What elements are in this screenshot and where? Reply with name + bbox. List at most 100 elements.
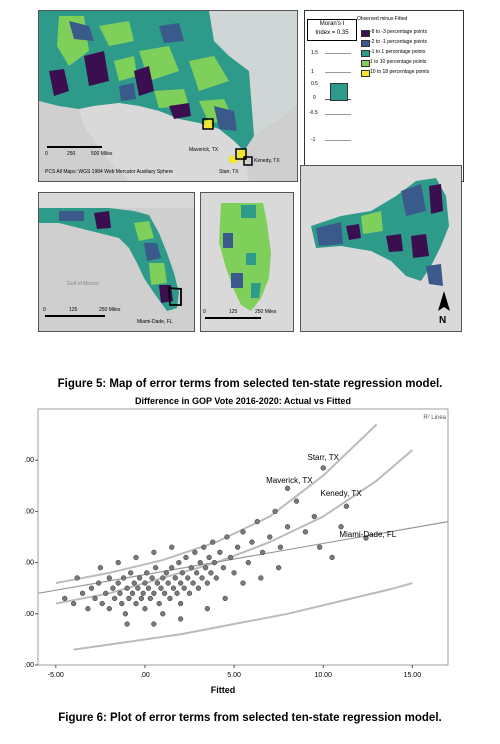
data-point bbox=[165, 580, 171, 586]
data-point bbox=[145, 585, 152, 591]
moran-tick-3: 0 bbox=[313, 95, 316, 101]
data-point bbox=[147, 595, 153, 602]
x-tick-label: 15.00 bbox=[404, 672, 422, 679]
data-point bbox=[163, 570, 169, 576]
data-point bbox=[161, 590, 168, 596]
data-point bbox=[110, 585, 116, 591]
legend-panel: Moran's I Index = 0.35 Observed minus Fi… bbox=[304, 10, 464, 182]
data-point bbox=[210, 539, 216, 545]
y-tick-label: .00 bbox=[24, 560, 34, 567]
moran-tick-1: 1 bbox=[311, 69, 314, 75]
data-point bbox=[71, 600, 77, 607]
data-point bbox=[235, 544, 241, 550]
data-point bbox=[167, 595, 173, 602]
data-point bbox=[115, 559, 121, 566]
moran-tick-5: -1 bbox=[311, 137, 316, 143]
data-point bbox=[135, 585, 141, 591]
county-label-kenedy: Kenedy, TX bbox=[254, 158, 280, 164]
data-point bbox=[126, 595, 132, 602]
highlight-point bbox=[343, 503, 350, 509]
main-scale-label-2: 500 Miles bbox=[91, 151, 113, 157]
annotation-label: Starr, TX bbox=[308, 453, 340, 462]
data-point bbox=[115, 580, 121, 586]
moran-index: Index = 0.35 bbox=[315, 30, 349, 36]
gulf-label: Gulf of Mexico bbox=[67, 281, 99, 287]
lower-confidence-curve bbox=[73, 582, 413, 651]
data-point bbox=[254, 518, 260, 525]
county-label-maverick: Maverick, TX bbox=[189, 147, 219, 153]
y-tick-label: .00 bbox=[24, 662, 34, 669]
data-point bbox=[151, 621, 157, 627]
data-point bbox=[317, 544, 323, 550]
data-point bbox=[160, 611, 166, 617]
data-point bbox=[138, 595, 145, 602]
data-point bbox=[151, 590, 157, 596]
data-point bbox=[131, 580, 137, 586]
legend-swatch-2 bbox=[361, 50, 370, 57]
data-point bbox=[129, 590, 136, 596]
moran-tick-2: 0.5 bbox=[311, 81, 318, 87]
data-point bbox=[311, 513, 317, 520]
main-scale-label-1: 250 bbox=[67, 151, 76, 157]
data-point bbox=[240, 529, 246, 535]
data-point bbox=[276, 565, 282, 571]
data-point bbox=[192, 549, 198, 556]
annotation-label: Miami-Dade, FL bbox=[339, 530, 396, 539]
data-point bbox=[112, 595, 118, 602]
florida-scale-bar bbox=[45, 315, 105, 317]
data-point bbox=[179, 570, 186, 576]
highlight-point bbox=[363, 535, 369, 541]
legend-swatch-1 bbox=[361, 40, 370, 47]
illinois-scale-bar bbox=[205, 317, 261, 319]
scatter-plot: Difference in GOP Vote 2016-2020: Actual… bbox=[24, 396, 449, 695]
florida-scale-0: 0 bbox=[43, 307, 46, 313]
data-point bbox=[186, 590, 193, 596]
data-point bbox=[329, 554, 335, 561]
data-point bbox=[277, 544, 284, 550]
data-point bbox=[199, 575, 205, 581]
x-tick-label: .00 bbox=[140, 672, 150, 679]
moran-tick-0: 1.5 bbox=[311, 50, 318, 56]
data-point bbox=[142, 606, 148, 612]
data-point bbox=[183, 554, 189, 561]
illinois-map: 0 125 250 Miles bbox=[200, 192, 294, 332]
data-point bbox=[128, 570, 134, 576]
upper-confidence-curve bbox=[55, 423, 378, 585]
x-tick-label: -5.00 bbox=[48, 672, 64, 679]
data-point bbox=[338, 524, 344, 530]
annotation-label: Maverick, TX bbox=[266, 476, 313, 485]
y-tick-label: .00 bbox=[24, 508, 34, 515]
data-point bbox=[202, 565, 209, 571]
legend-text: R² Linea bbox=[423, 415, 446, 421]
legend-swatch-4 bbox=[361, 70, 370, 77]
data-point bbox=[97, 565, 104, 571]
data-point bbox=[117, 590, 123, 596]
data-point bbox=[133, 554, 139, 561]
data-point bbox=[119, 600, 125, 607]
north-arrow-letter: N bbox=[439, 315, 446, 325]
data-point bbox=[158, 585, 164, 591]
moran-title: Moran's I bbox=[319, 21, 345, 27]
newyork-map-svg bbox=[301, 166, 461, 331]
data-point bbox=[272, 508, 278, 515]
data-point bbox=[190, 580, 196, 586]
chart-title: Difference in GOP Vote 2016-2020: Actual… bbox=[135, 396, 351, 406]
legend-label-1: -2 to -1 percentage points bbox=[370, 39, 427, 45]
data-point bbox=[208, 570, 214, 576]
annotation-label: Kenedy, TX bbox=[321, 489, 363, 498]
data-point bbox=[217, 549, 223, 556]
data-point bbox=[204, 580, 210, 586]
data-point bbox=[149, 575, 155, 581]
data-point bbox=[172, 575, 178, 581]
data-point bbox=[92, 595, 98, 602]
data-point bbox=[151, 549, 157, 556]
legend-swatch-0 bbox=[361, 30, 370, 37]
florida-scale-1: 125 bbox=[69, 307, 78, 313]
data-point bbox=[231, 570, 237, 576]
county-label-starr: Starr, TX bbox=[219, 169, 239, 175]
x-tick-label: 5.00 bbox=[227, 672, 241, 679]
data-point bbox=[206, 554, 212, 561]
data-point bbox=[267, 534, 273, 540]
moran-bar bbox=[330, 83, 348, 101]
data-point bbox=[124, 585, 130, 591]
